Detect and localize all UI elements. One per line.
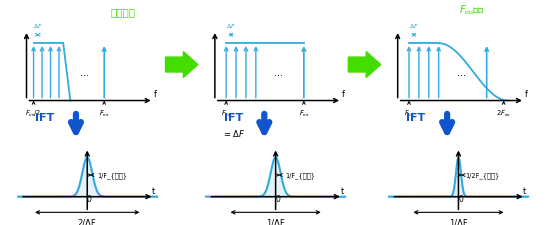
Text: t: t bbox=[523, 187, 526, 196]
Text: 0: 0 bbox=[87, 194, 92, 203]
Text: f: f bbox=[342, 90, 345, 99]
Text: f: f bbox=[153, 90, 157, 99]
Text: $\Delta F$: $\Delta F$ bbox=[33, 22, 43, 30]
Text: 1/F_{停止}: 1/F_{停止} bbox=[97, 171, 127, 178]
Text: $F_{停止}$: $F_{停止}$ bbox=[299, 109, 309, 118]
Text: $\Delta F$: $\Delta F$ bbox=[226, 22, 236, 30]
Text: IFT: IFT bbox=[407, 112, 425, 122]
Text: ...: ... bbox=[80, 68, 89, 77]
Text: 0: 0 bbox=[458, 194, 463, 203]
Text: IFT: IFT bbox=[224, 112, 243, 122]
Text: 1/F_{停止}: 1/F_{停止} bbox=[285, 171, 316, 178]
Text: ...: ... bbox=[456, 68, 466, 77]
Text: $=\Delta F$: $=\Delta F$ bbox=[222, 128, 245, 139]
Text: t: t bbox=[340, 187, 343, 196]
Text: f: f bbox=[525, 90, 528, 99]
Text: 1/2F_{停止}: 1/2F_{停止} bbox=[465, 171, 499, 178]
Text: IFT: IFT bbox=[35, 112, 54, 122]
Text: 0: 0 bbox=[275, 194, 280, 203]
Text: 1/ΔF: 1/ΔF bbox=[266, 217, 285, 225]
Text: 点数加倍: 点数加倍 bbox=[110, 7, 135, 17]
Text: t: t bbox=[152, 187, 155, 196]
Text: $F_{停止}$加倍: $F_{停止}$加倍 bbox=[459, 4, 486, 17]
Text: $2F_{停止}$: $2F_{停止}$ bbox=[496, 109, 511, 118]
Text: 1/ΔF: 1/ΔF bbox=[449, 217, 468, 225]
Text: ...: ... bbox=[274, 68, 283, 77]
Text: $F_{开始}$: $F_{开始}$ bbox=[221, 109, 232, 118]
Text: $F_{停止}$: $F_{停止}$ bbox=[99, 109, 110, 118]
Text: $F_{开始}$: $F_{开始}$ bbox=[404, 109, 414, 118]
Text: $\Delta F$: $\Delta F$ bbox=[409, 22, 419, 30]
Text: 2/ΔF: 2/ΔF bbox=[78, 217, 96, 225]
FancyArrow shape bbox=[348, 52, 381, 78]
Text: $F_{开始}/2$: $F_{开始}/2$ bbox=[25, 109, 42, 118]
FancyArrow shape bbox=[166, 52, 198, 78]
